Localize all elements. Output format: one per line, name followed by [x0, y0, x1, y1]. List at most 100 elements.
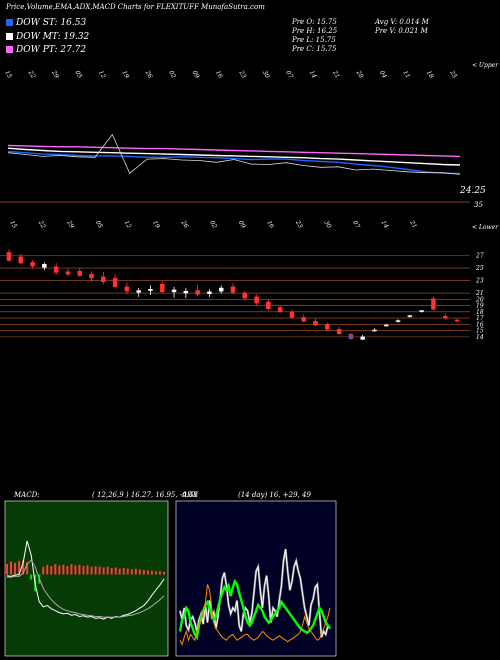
candle-body	[18, 256, 24, 264]
ema-price-line	[7, 133, 461, 175]
swatch-dow-st	[6, 19, 13, 26]
legend-dow-mt-label: DOW MT: 19.32	[16, 32, 90, 42]
ema-series-line	[7, 144, 461, 158]
candle-body	[301, 317, 306, 322]
candle-body	[218, 287, 224, 292]
swatch-dow-mt	[6, 33, 13, 40]
candle-date-label: 30	[323, 220, 333, 230]
candle-body	[101, 276, 106, 283]
macd-label: MACD:	[14, 491, 40, 499]
candle-body	[242, 292, 248, 299]
candle-tick-label: 20	[475, 296, 484, 303]
candle-body	[171, 289, 177, 293]
candle-body	[336, 329, 342, 334]
candle-body	[148, 289, 153, 291]
ema-date-label: 07	[284, 70, 294, 80]
candle-body	[65, 271, 71, 275]
candle-body	[53, 266, 59, 273]
candle-body	[207, 291, 212, 294]
ema-date-label: 02	[167, 70, 177, 80]
legend-dow-mt: DOW MT: 19.32	[6, 32, 89, 42]
ema-date-label: 14	[308, 70, 318, 80]
ema-date-label: 29	[50, 69, 60, 80]
candle-date-label: 29	[65, 219, 75, 230]
candle-body	[454, 319, 460, 322]
candle-date-label: 23	[293, 219, 303, 230]
candle-tick-label: 14	[476, 334, 484, 341]
candle-body	[136, 290, 141, 293]
macd-params: ( 12,26,9 ) 16.27, 16.95, -0.68	[92, 491, 198, 499]
legend-dow-st: DOW ST: 16.53	[6, 18, 86, 28]
candle-tick-label: 21	[475, 290, 484, 297]
ema-date-label: 23	[237, 69, 247, 80]
candle-body	[30, 262, 35, 267]
ema-date-label: 25	[448, 69, 458, 80]
ema-date-label: 11	[401, 70, 411, 80]
macd-panel	[4, 500, 169, 657]
candle-date-label: 22	[36, 219, 46, 230]
chart-title: Price,Volume,EMA,ADX,MACD Charts for FLE…	[6, 3, 265, 11]
ema-price-label: 24.25	[460, 186, 486, 196]
candle-body	[195, 290, 200, 295]
candle-date-label: 02	[208, 220, 218, 230]
candle-date-label: 05	[94, 220, 104, 230]
ema-date-label: 19	[120, 70, 130, 80]
pre-open: Pre O: 15.75	[292, 18, 337, 26]
ema-date-label: 04	[378, 70, 388, 80]
pre-volume: Pre V: 0.021 M	[375, 27, 428, 35]
ema-date-label: 12	[97, 70, 107, 80]
candle-body	[42, 264, 47, 268]
ema-date-label: 15	[3, 70, 13, 80]
pre-high: Pre H: 16.25	[292, 27, 338, 35]
candle-body	[254, 296, 259, 304]
macd-line	[6, 540, 165, 620]
candle-tick-label: 27	[475, 253, 484, 260]
candle-body	[384, 324, 389, 327]
candle-date-label: 14	[380, 220, 390, 230]
candle-tick-label: 16	[476, 321, 484, 328]
ema-date-label: 26	[143, 69, 153, 80]
candle-date-label: 26	[179, 219, 189, 230]
candle-body	[124, 286, 130, 292]
candle-tick-label: 19	[476, 303, 484, 310]
candle-body	[289, 311, 295, 318]
lower-label: < Lower	[472, 224, 499, 231]
adx-series-line	[179, 584, 331, 647]
candle-body	[89, 274, 94, 279]
candle-body	[266, 301, 271, 309]
candle-body	[112, 277, 118, 288]
candle-date-label: 09	[237, 220, 247, 230]
ema-date-label: 22	[26, 69, 36, 80]
ema-date-label: 05	[74, 70, 84, 80]
ema-date-label: 09	[191, 70, 201, 80]
candle-date-label: 19	[151, 220, 161, 230]
upper-label: < Upper	[472, 62, 499, 69]
legend-dow-pt-label: DOW PT: 27.72	[16, 45, 87, 55]
pre-low: Pre L: 15.75	[292, 36, 336, 44]
candle-body	[230, 286, 236, 293]
ema-series-line	[7, 147, 461, 166]
candle-body	[277, 307, 283, 313]
ema-series-line	[7, 150, 461, 175]
candle-body	[183, 290, 189, 294]
candle-date-label: 21	[408, 219, 418, 230]
ema-date-label: 18	[425, 70, 435, 80]
candle-body	[313, 320, 318, 326]
candle-tick-label: 25	[475, 265, 484, 272]
candle-body	[6, 252, 12, 261]
candle-tick-label: 23	[475, 278, 484, 285]
swatch-dow-pt	[6, 46, 13, 53]
ema-date-label: 30	[261, 70, 271, 80]
candle-body	[442, 315, 448, 319]
pre-close: Pre C: 15.75	[292, 45, 337, 53]
ema-axis-label: 35	[474, 201, 483, 209]
candle-body	[407, 315, 413, 317]
candle-body	[348, 334, 354, 339]
candle-body	[325, 324, 330, 330]
candle-date-label: 12	[123, 220, 133, 230]
candle-body	[360, 336, 365, 340]
ema-date-label: 21	[331, 69, 341, 80]
avg-volume: Avg V: 0.014 M	[375, 18, 429, 26]
